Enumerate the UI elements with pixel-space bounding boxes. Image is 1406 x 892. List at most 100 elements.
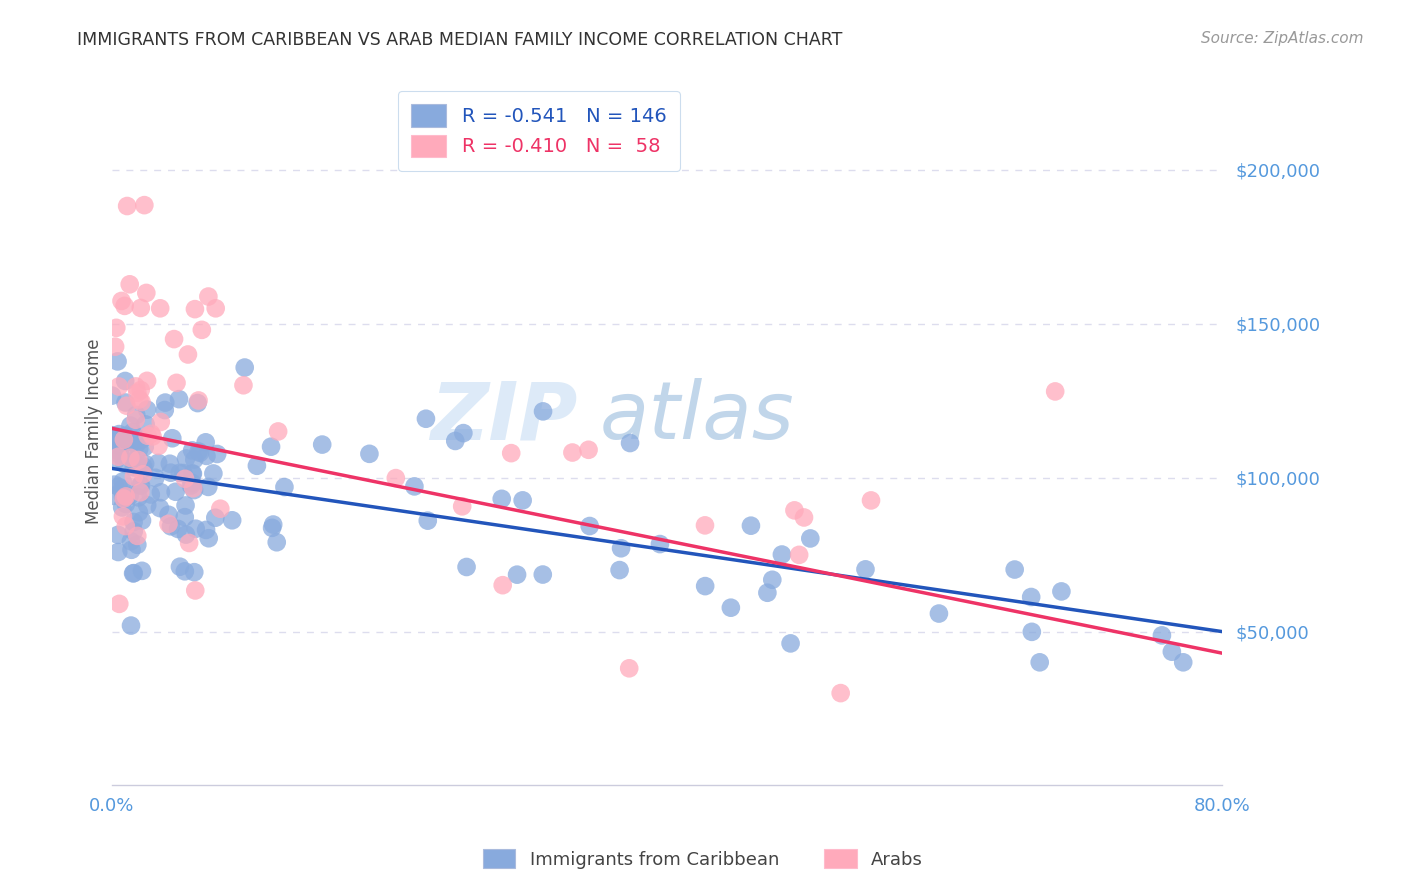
Point: [112, 433, 135, 447]
Point: [122, 454, 145, 468]
Point: [172, 466, 194, 480]
Point: [444, 434, 467, 448]
Point: [233, 360, 256, 375]
Point: [129, 383, 152, 397]
Point: [181, 443, 204, 458]
Point: [180, 478, 202, 492]
Point: [740, 518, 762, 533]
Point: [114, 395, 136, 409]
Point: [770, 548, 793, 562]
Point: [578, 519, 600, 533]
Point: [1043, 384, 1066, 399]
Point: [1050, 584, 1073, 599]
Text: atlas: atlas: [600, 378, 794, 457]
Point: [135, 417, 157, 432]
Point: [115, 497, 138, 511]
Point: [136, 429, 159, 443]
Point: [1173, 656, 1195, 670]
Point: [415, 411, 437, 425]
Point: [157, 516, 180, 531]
Point: [107, 450, 129, 464]
Point: [153, 403, 176, 417]
Point: [187, 393, 209, 408]
Point: [761, 573, 783, 587]
Point: [112, 489, 135, 503]
Point: [159, 457, 181, 471]
Point: [181, 481, 204, 495]
Point: [114, 374, 136, 388]
Point: [209, 501, 232, 516]
Point: [166, 376, 188, 390]
Point: [114, 299, 136, 313]
Point: [163, 332, 186, 346]
Point: [531, 404, 554, 418]
Point: [107, 528, 129, 542]
Point: [122, 524, 145, 539]
Point: [149, 301, 172, 316]
Point: [131, 433, 153, 447]
Point: [195, 523, 218, 537]
Point: [619, 661, 641, 675]
Point: [928, 607, 950, 621]
Point: [793, 510, 815, 524]
Point: [149, 415, 172, 429]
Point: [561, 445, 583, 459]
Point: [205, 447, 228, 461]
Point: [118, 489, 141, 503]
Point: [221, 513, 243, 527]
Point: [187, 396, 209, 410]
Point: [131, 395, 153, 409]
Point: [157, 508, 180, 522]
Point: [120, 618, 142, 632]
Point: [165, 484, 187, 499]
Point: [103, 434, 125, 449]
Point: [118, 442, 141, 457]
Point: [173, 510, 195, 524]
Point: [179, 536, 201, 550]
Point: [830, 686, 852, 700]
Point: [184, 522, 207, 536]
Point: [128, 505, 150, 519]
Point: [169, 466, 191, 480]
Text: Source: ZipAtlas.com: Source: ZipAtlas.com: [1201, 31, 1364, 46]
Point: [619, 436, 641, 450]
Point: [197, 531, 219, 545]
Point: [142, 429, 165, 443]
Point: [111, 475, 134, 489]
Point: [184, 583, 207, 598]
Point: [167, 522, 190, 536]
Point: [262, 521, 284, 535]
Point: [131, 514, 153, 528]
Point: [112, 491, 135, 506]
Point: [145, 471, 167, 485]
Point: [108, 379, 131, 393]
Point: [103, 489, 125, 503]
Legend: Immigrants from Caribbean, Arabs: Immigrants from Caribbean, Arabs: [475, 842, 931, 876]
Point: [492, 578, 515, 592]
Point: [121, 425, 143, 440]
Point: [101, 389, 124, 403]
Point: [125, 437, 148, 451]
Point: [174, 472, 197, 486]
Point: [155, 395, 177, 409]
Legend: R = -0.541   N = 146, R = -0.410   N =  58: R = -0.541 N = 146, R = -0.410 N = 58: [398, 91, 681, 170]
Point: [115, 199, 138, 213]
Point: [174, 451, 197, 466]
Point: [132, 459, 155, 474]
Point: [167, 392, 190, 406]
Point: [174, 499, 197, 513]
Point: [183, 452, 205, 467]
Point: [128, 392, 150, 407]
Point: [232, 378, 254, 392]
Point: [121, 542, 143, 557]
Point: [136, 498, 159, 512]
Point: [173, 564, 195, 578]
Point: [110, 440, 132, 454]
Point: [416, 514, 439, 528]
Point: [1019, 590, 1042, 604]
Point: [1160, 645, 1182, 659]
Point: [266, 535, 288, 549]
Point: [114, 429, 136, 443]
Point: [104, 454, 127, 468]
Point: [122, 460, 145, 475]
